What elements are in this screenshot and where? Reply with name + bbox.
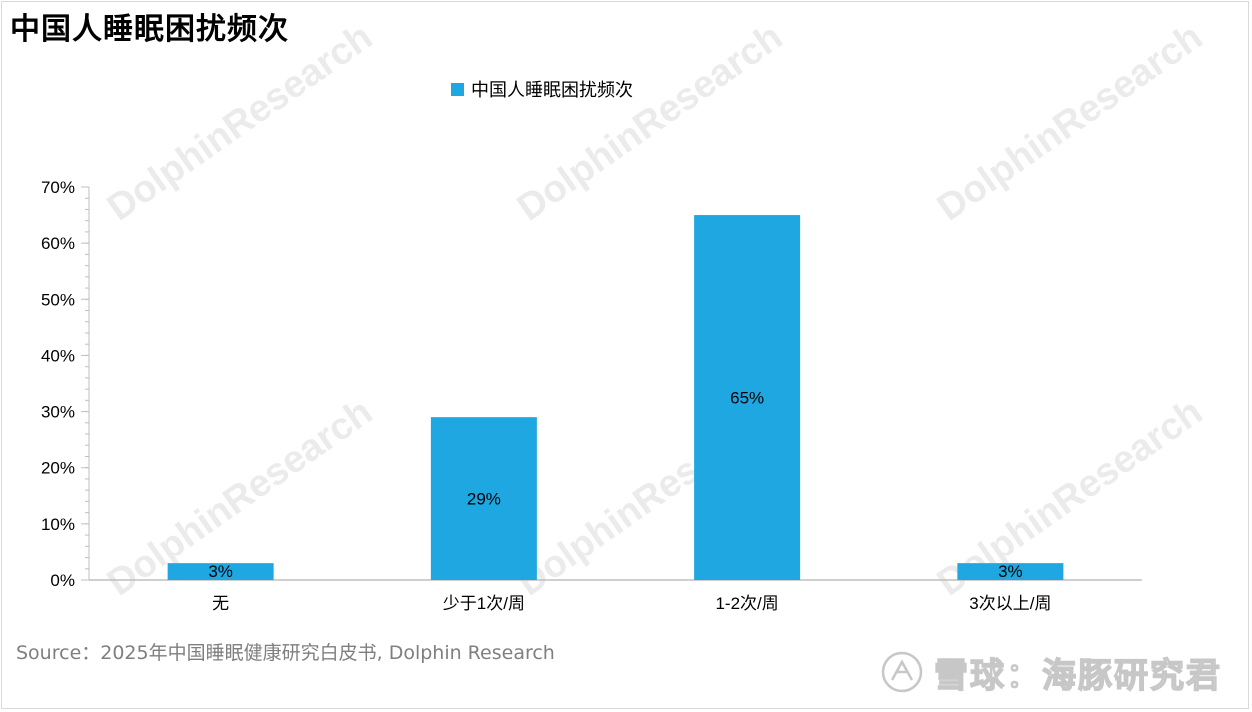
data-label: 3%: [998, 562, 1023, 581]
bar: [694, 215, 801, 581]
data-label: 65%: [730, 389, 764, 408]
snowball-logo-icon: [881, 651, 923, 693]
bar: [167, 563, 274, 580]
x-tick-label: 少于1次/周: [443, 594, 525, 613]
y-tick-label: 70%: [41, 178, 75, 197]
y-tick-label: 40%: [41, 346, 75, 365]
source-note: Source：2025年中国睡眠健康研究白皮书, Dolphin Researc…: [16, 642, 555, 664]
x-tick-label: 3次以上/周: [969, 594, 1051, 613]
bar: [430, 417, 537, 580]
page-title: 中国人睡眠困扰频次: [10, 12, 289, 47]
y-tick-label: 20%: [41, 459, 75, 478]
brand-text: 雪球：海豚研究君: [933, 655, 1222, 696]
legend-swatch: [451, 83, 464, 96]
data-label: 29%: [467, 490, 501, 509]
x-tick-label: 无: [212, 594, 229, 613]
data-label: 3%: [208, 562, 233, 581]
brand-logo: 雪球：海豚研究君: [880, 648, 1222, 696]
y-tick-label: 0%: [50, 571, 75, 590]
x-tick-label: 1-2次/周: [715, 594, 778, 613]
y-tick-label: 60%: [41, 234, 75, 253]
y-tick-label: 50%: [41, 290, 75, 309]
bar: [957, 563, 1064, 580]
legend-label: 中国人睡眠困扰频次: [471, 80, 633, 100]
y-tick-label: 10%: [41, 515, 75, 534]
y-tick-label: 30%: [41, 403, 75, 422]
